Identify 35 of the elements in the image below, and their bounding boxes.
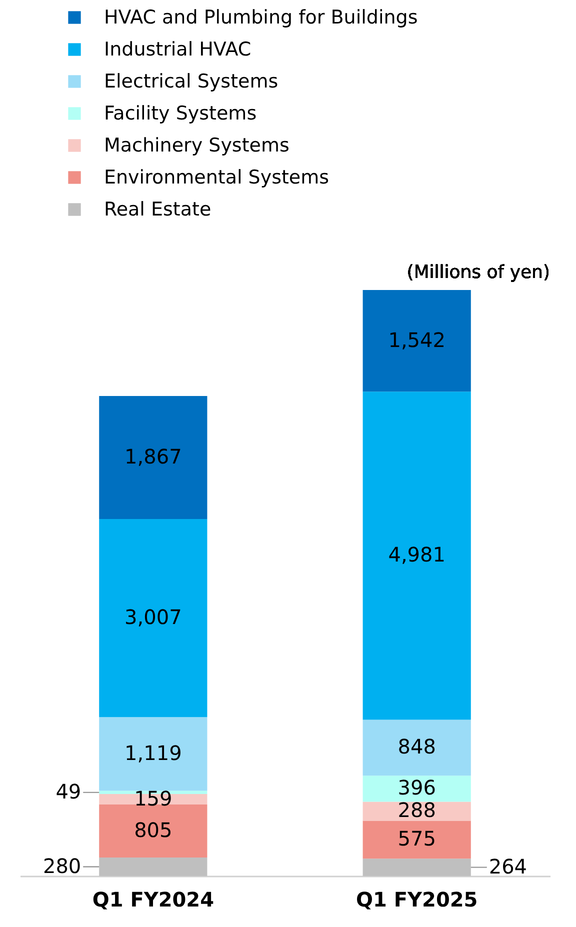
x-tick-label: Q1 FY2025 [356, 888, 478, 912]
data-label: 1,119 [124, 740, 182, 765]
bar [362, 820, 471, 859]
bar [362, 290, 471, 392]
data-label: 280 [42, 854, 82, 878]
data-label: 288 [398, 798, 436, 822]
text: (Millions of yen) [406, 262, 550, 283]
bar [362, 720, 471, 776]
bar [99, 518, 208, 718]
data-label: 49 [56, 779, 82, 804]
data-label: 805 [134, 818, 172, 842]
legend-label: Machinery Systems [104, 134, 290, 156]
x-tick-label: Q1 FY2024 [92, 888, 214, 912]
data-label: 848 [398, 734, 436, 759]
legend-label: Industrial HVAC [104, 38, 252, 60]
data-label: 1,867 [124, 444, 182, 468]
data-label: 396 [398, 776, 436, 800]
data-label: 264 [488, 854, 528, 878]
bar [99, 804, 208, 858]
data-label: 4,981 [388, 542, 446, 567]
bar [362, 776, 471, 802]
data-label: 1,542 [388, 328, 446, 352]
legend-label: Electrical Systems [104, 70, 278, 92]
legend-label: HVAC and Plumbing for Buildings [104, 6, 418, 28]
bar [362, 858, 471, 876]
bar [99, 396, 208, 519]
data-label: 575 [398, 826, 436, 851]
legend-label: Environmental Systems [104, 166, 330, 188]
legend-label: Facility Systems [104, 102, 257, 124]
data-label: 159 [134, 786, 172, 810]
bar [99, 858, 208, 876]
data-label: 3,007 [124, 605, 182, 630]
bar [362, 392, 471, 720]
bar [99, 717, 208, 791]
legend-label: Real Estate [104, 198, 212, 220]
